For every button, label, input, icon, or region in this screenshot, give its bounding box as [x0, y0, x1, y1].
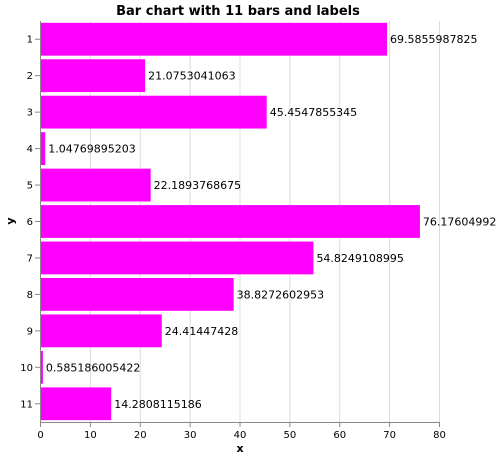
bar	[40, 205, 420, 238]
x-tick-label: 70	[383, 430, 396, 441]
y-tick-label: 9	[27, 326, 33, 337]
y-tick-label: 5	[27, 181, 33, 192]
bar-value-label: 38.8272602953	[237, 288, 324, 301]
y-tick-label: 7	[27, 253, 33, 264]
bar	[40, 95, 267, 129]
y-tick-label: 11	[20, 399, 33, 410]
bar-value-label: 22.1893768675	[154, 179, 241, 192]
bar	[40, 387, 112, 421]
x-tick-label: 40	[234, 430, 247, 441]
y-tick-label: 4	[27, 144, 33, 155]
bar	[40, 278, 234, 311]
y-tick-label: 6	[27, 217, 33, 228]
bar	[40, 241, 314, 275]
bar-value-label: 76.17604992	[423, 216, 496, 229]
bar	[40, 59, 146, 93]
bar-value-label: 14.2808115186	[114, 398, 201, 411]
x-tick-label: 10	[84, 430, 97, 441]
bar-value-label: 0.585186005422	[46, 361, 140, 374]
bar-value-label: 69.5855987825	[390, 33, 477, 46]
bar-value-label: 21.0753041063	[148, 70, 235, 83]
bar	[40, 314, 162, 348]
y-tick-label: 10	[20, 363, 33, 374]
bars	[40, 22, 420, 421]
x-tick-label: 60	[333, 430, 346, 441]
bar-value-label: 45.4547855345	[270, 106, 357, 119]
y-tick-label: 2	[27, 71, 33, 82]
bar-value-label: 54.8249108995	[316, 252, 403, 265]
data-labels: 69.5855987825 21.0753041063 45.4547855345 1…	[46, 33, 496, 411]
bar	[40, 132, 46, 165]
x-axis-title: x	[236, 442, 243, 455]
x-tick-label: 20	[134, 430, 147, 441]
bar	[40, 350, 43, 384]
x-tick-label: 0	[37, 430, 43, 441]
bar	[40, 168, 151, 202]
x-tick-label: 30	[184, 430, 197, 441]
y-axis-title: y	[4, 217, 17, 224]
axes: 0 10 20 30 40 50 60 70 80 1 2 3 4 5 6 7 8 9 10 11	[20, 21, 446, 441]
y-tick-label: 3	[27, 108, 33, 119]
x-tick-label: 50	[284, 430, 297, 441]
chart-title: Bar chart with 11 bars and labels	[116, 4, 360, 19]
y-tick-label: 8	[27, 290, 33, 301]
x-tick-label: 80	[433, 430, 446, 441]
bar-value-label: 24.41447428	[165, 325, 238, 338]
bar-value-label: 1.04769895203	[48, 143, 135, 156]
y-tick-label: 1	[27, 35, 33, 46]
bar	[40, 22, 388, 56]
